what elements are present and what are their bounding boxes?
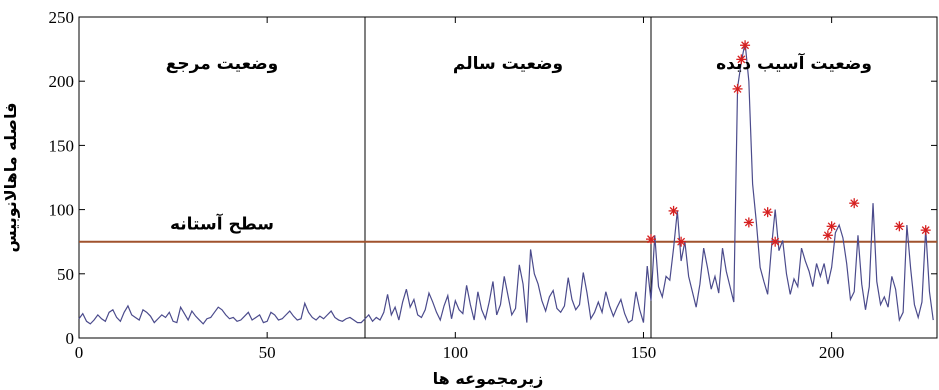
marker-stroke [823,231,832,240]
peak-marker [646,234,656,245]
peak-marker [762,207,773,218]
peak-marker [732,83,743,94]
marker-stroke [771,237,780,246]
marker-stroke [895,222,904,231]
y-tick-label: 250 [49,8,75,27]
series-group [78,42,934,325]
region-labels: وضعیت مرجع وضعیت سالم وضعیت آسیب دیده [166,52,872,74]
y-tick-label: 50 [57,265,74,284]
peak-marker [740,40,751,51]
peak-marker [676,236,687,247]
marker-stroke [677,237,686,246]
marker-stroke [741,41,750,50]
marker-stroke [921,226,930,235]
marker-stroke [669,206,678,215]
threshold-group: سطح آستانه [79,213,937,243]
plot-frame [78,16,938,339]
marker-stroke [647,235,655,244]
plot-border [78,16,938,339]
x-axis-ticks: 0 50 100 150 200 [75,17,845,362]
marker-stroke [850,199,859,208]
region-label-1: وضعیت مرجع [166,54,278,74]
y-axis-ticks: 0 50 100 150 200 250 [49,8,937,348]
region-dividers [364,17,652,338]
marker-stroke [763,208,772,217]
peak-marker [826,221,837,232]
y-tick-label: 200 [49,72,75,91]
y-tick-label: 150 [49,136,75,155]
peak-marker [770,236,781,247]
marker-group [646,40,931,247]
marker-stroke [733,84,742,93]
x-tick-label: 150 [631,343,657,362]
marker-stroke [737,55,746,64]
region-label-2: وضعیت سالم [453,54,563,74]
region-label-3: وضعیت آسیب دیده [716,52,872,74]
peak-marker [736,54,747,65]
peak-marker [920,225,931,236]
peak-marker [668,205,679,216]
peak-marker [849,198,860,209]
marker-stroke [744,218,753,227]
peak-marker [822,230,833,241]
peak-marker [894,221,905,232]
x-tick-label: 0 [75,343,84,362]
series-line-1 [78,42,934,325]
x-tick-label: 200 [819,343,845,362]
y-axis-title: فاصله ماهالانوبیس [1,103,20,253]
x-tick-label: 50 [259,343,276,362]
x-axis-title: زیرمجموعه ها [433,369,544,388]
peak-marker [743,217,754,228]
marker-stroke [827,222,836,231]
y-tick-label: 0 [66,329,75,348]
threshold-label: سطح آستانه [170,213,274,235]
y-tick-label: 100 [49,201,75,220]
x-tick-label: 100 [443,343,469,362]
